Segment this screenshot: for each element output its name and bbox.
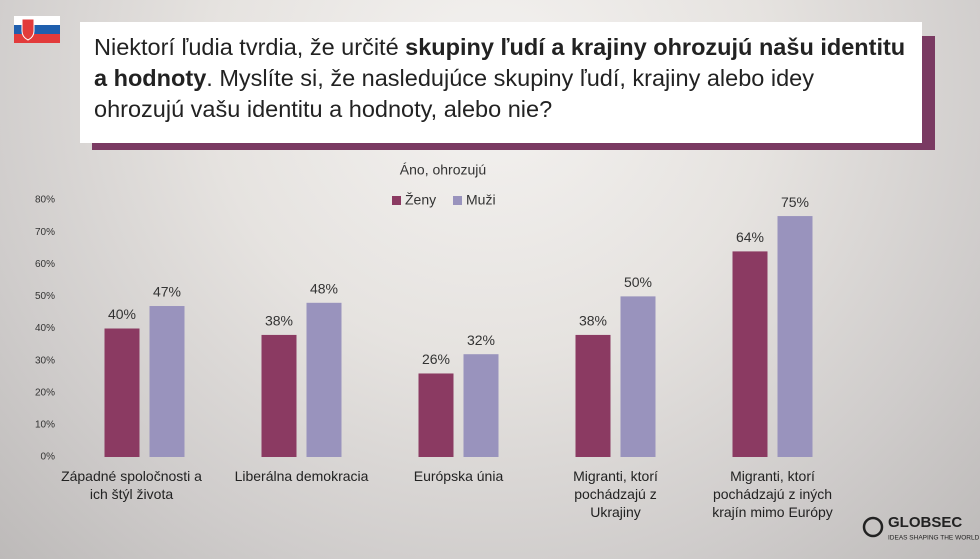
value-label: 40% bbox=[108, 306, 136, 322]
bar bbox=[732, 251, 768, 457]
y-tick-label: 20% bbox=[35, 387, 55, 398]
value-label: 50% bbox=[624, 274, 652, 290]
legend-swatch bbox=[392, 196, 401, 205]
x-tick-label: Migranti, ktorí pochádzajú z Ukrajiny bbox=[573, 468, 658, 520]
logo-name: GLOBSEC bbox=[888, 514, 962, 531]
y-tick-label: 40% bbox=[35, 323, 55, 334]
y-tick-label: 50% bbox=[35, 291, 55, 302]
flag-blue bbox=[14, 25, 60, 34]
bar bbox=[777, 216, 813, 457]
bar bbox=[620, 296, 656, 457]
value-label: 75% bbox=[781, 194, 809, 210]
value-label: 38% bbox=[579, 313, 607, 329]
y-tick-label: 10% bbox=[35, 420, 55, 431]
y-tick-label: 30% bbox=[35, 355, 55, 366]
x-tick-label: Západné spoločnosti a ich štýl života bbox=[61, 468, 202, 502]
legend-label: Muži bbox=[466, 192, 496, 208]
value-label: 26% bbox=[422, 351, 450, 367]
x-tick-label: Európska únia bbox=[413, 468, 504, 484]
y-tick-label: 80% bbox=[35, 195, 55, 206]
legend-swatch bbox=[453, 196, 462, 205]
bar bbox=[261, 334, 297, 457]
value-label: 48% bbox=[310, 281, 338, 297]
legend-title: Áno, ohrozujú bbox=[400, 162, 486, 178]
value-label: 32% bbox=[467, 332, 495, 348]
legend-label: Ženy bbox=[405, 192, 436, 208]
flag-red bbox=[14, 34, 60, 43]
bar bbox=[418, 373, 454, 457]
bar bbox=[463, 354, 499, 457]
logo-icon bbox=[862, 516, 884, 538]
title-part: skupiny ľudí a krajiny ohrozujú našu ide… bbox=[94, 34, 906, 91]
value-label: 64% bbox=[736, 229, 764, 245]
flag bbox=[14, 16, 60, 43]
y-tick-label: 70% bbox=[35, 227, 55, 238]
value-label: 38% bbox=[265, 313, 293, 329]
x-tick-label: Liberálna demokracia bbox=[234, 468, 369, 484]
flag-white bbox=[14, 16, 60, 25]
title-part: Niektorí ľudia tvrdia, že určité bbox=[94, 34, 399, 60]
bar bbox=[306, 302, 342, 457]
flag-emblem bbox=[21, 18, 35, 41]
title-part: . Myslíte si, že nasledujúce skupiny ľud… bbox=[94, 65, 814, 122]
x-tick-label: Migranti, ktorí pochádzajú z iných krají… bbox=[712, 468, 833, 520]
chart-title: Niektorí ľudia tvrdia, že určité skupiny… bbox=[80, 22, 922, 143]
bar bbox=[575, 334, 611, 457]
logo-tagline: IDEAS SHAPING THE WORLD bbox=[888, 535, 980, 542]
bar bbox=[149, 306, 185, 457]
y-tick-label: 60% bbox=[35, 259, 55, 270]
logo: GLOBSEC IDEAS SHAPING THE WORLD bbox=[862, 514, 980, 542]
y-tick-label: 0% bbox=[41, 452, 56, 463]
bar bbox=[104, 328, 140, 457]
value-label: 47% bbox=[153, 284, 181, 300]
